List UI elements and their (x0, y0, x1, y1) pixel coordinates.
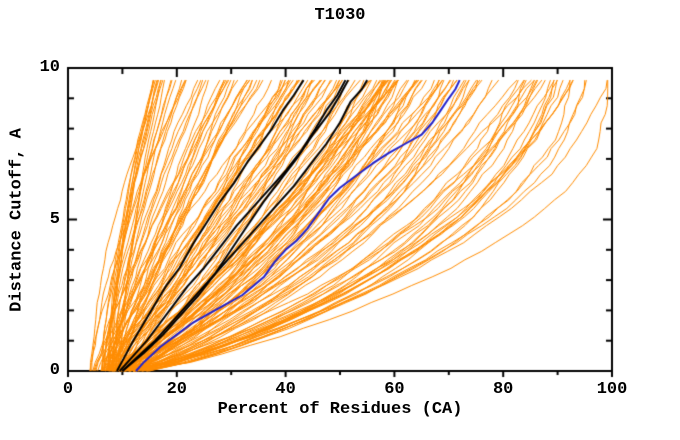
x-tick-label: 20 (166, 380, 187, 399)
x-tick-label: 0 (62, 380, 74, 399)
x-tick-label: 40 (275, 380, 296, 399)
chart-title: T1030 (314, 6, 366, 25)
x-tick-label: 60 (384, 380, 405, 399)
y-tick-label: 10 (39, 58, 60, 77)
y-tick-label: 0 (49, 361, 60, 380)
x-axis-label: Percent of Residues (CA) (217, 400, 463, 419)
x-tick-label: 100 (596, 380, 628, 399)
y-tick-label: 5 (49, 209, 60, 229)
x-tick-label: 80 (492, 380, 514, 399)
